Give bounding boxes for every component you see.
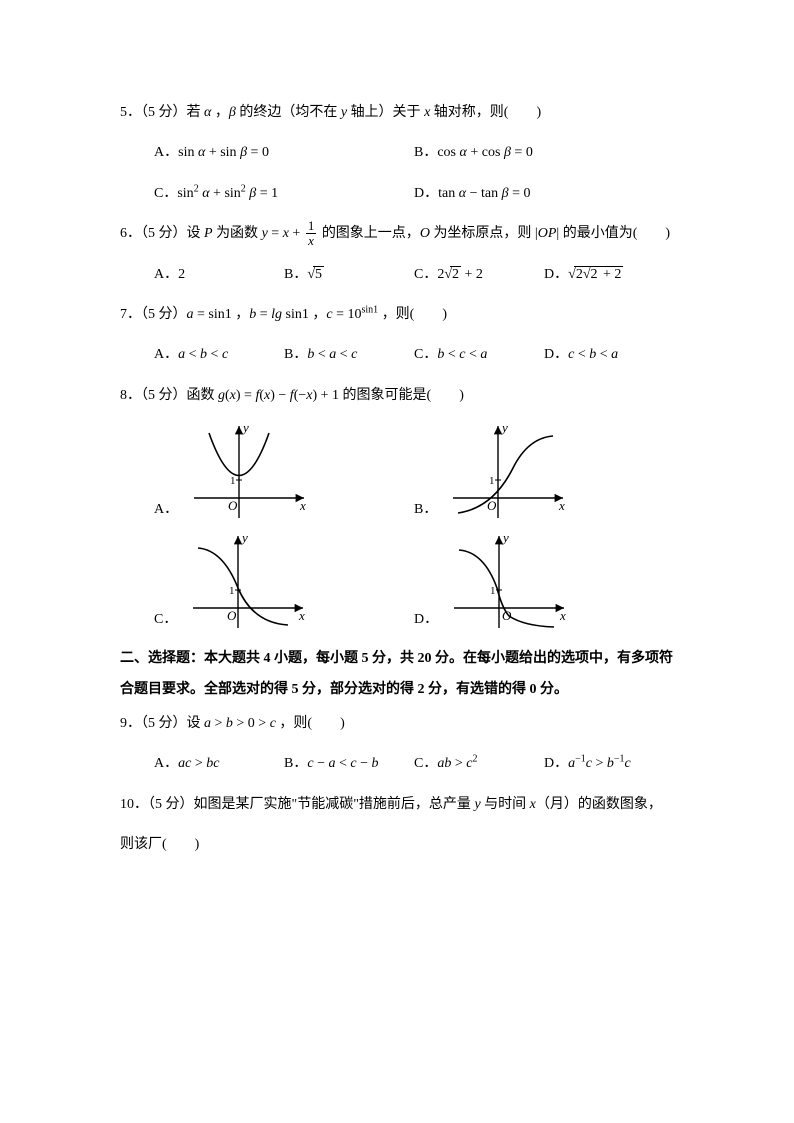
q9-B: B．c − a < c − b bbox=[284, 746, 414, 782]
q8-graph-C: C． y x O 1 bbox=[154, 528, 414, 638]
q8-graph-B: B． y x O 1 bbox=[414, 418, 674, 528]
svg-text:y: y bbox=[241, 420, 249, 435]
q9-options: A．ac > bc B．c − a < c − b C．ab > c2 D．a−… bbox=[154, 746, 674, 782]
q9-C: C．ab > c2 bbox=[414, 746, 544, 782]
q5-B: B．cos α + cos β = 0 bbox=[414, 135, 674, 171]
q7-C: C．b < c < a bbox=[414, 337, 544, 373]
svg-text:y: y bbox=[500, 420, 508, 435]
q6-stem: 6．（5 分）设 P 为函数 y = x + 1x 的图象上一点，O 为坐标原点… bbox=[120, 216, 674, 252]
exam-page: 5．（5 分）若 α ，β 的终边（均不在 y 轴上）关于 x 轴对称，则( )… bbox=[0, 0, 794, 1123]
svg-text:O: O bbox=[502, 608, 512, 623]
q6-C: C．22 + 2 bbox=[414, 257, 544, 293]
svg-text:1: 1 bbox=[489, 475, 495, 487]
q5-options-2: C．sin2 α + sin2 β = 1 D．tan α − tan β = … bbox=[154, 176, 674, 212]
section2-heading: 二、选择题：本大题共 4 小题，每小题 5 分，共 20 分。在每小题给出的选项… bbox=[120, 644, 674, 706]
q7-stem: 7．（5 分）a = sin1 ，b = lg sin1 ，c = 10sin1… bbox=[120, 297, 674, 333]
svg-text:y: y bbox=[240, 530, 248, 545]
q9-A: A．ac > bc bbox=[154, 746, 284, 782]
q9-stem: 9．（5 分）设 a > b > 0 > c ，则( ) bbox=[120, 706, 674, 742]
q7-B: B．b < a < c bbox=[284, 337, 414, 373]
q8-A-label: A． bbox=[154, 492, 178, 528]
q5-stem: 5．（5 分）若 α ，β 的终边（均不在 y 轴上）关于 x 轴对称，则( ) bbox=[120, 95, 674, 131]
q7-A: A．a < b < c bbox=[154, 337, 284, 373]
svg-text:x: x bbox=[558, 498, 565, 513]
svg-text:O: O bbox=[228, 498, 238, 513]
svg-text:x: x bbox=[559, 608, 566, 623]
q10-line2: 则该厂( ) bbox=[120, 827, 674, 863]
q7-D: D．c < b < a bbox=[544, 337, 674, 373]
q9-D: D．a−1c > b−1c bbox=[544, 746, 674, 782]
graph-D-svg: y x O 1 bbox=[444, 528, 574, 638]
q5-C: C．sin2 α + sin2 β = 1 bbox=[154, 176, 414, 212]
q5-D: D．tan α − tan β = 0 bbox=[414, 176, 674, 212]
q8-B-label: B． bbox=[414, 492, 437, 528]
q7-options: A．a < b < c B．b < a < c C．b < c < a D．c … bbox=[154, 337, 674, 373]
svg-text:O: O bbox=[487, 498, 497, 513]
svg-text:O: O bbox=[227, 608, 237, 623]
q10-line1: 10．（5 分）如图是某厂实施"节能减碳"措施前后，总产量 y 与时间 x（月）… bbox=[120, 787, 674, 823]
graph-C-svg: y x O 1 bbox=[183, 528, 313, 638]
q5-options-1: A．sin α + sin β = 0 B．cos α + cos β = 0 bbox=[154, 135, 674, 171]
q8-graph-row1: A． y x O 1 B． y x O bbox=[154, 418, 674, 528]
q5-A: A．sin α + sin β = 0 bbox=[154, 135, 414, 171]
graph-A-svg: y x O 1 bbox=[184, 418, 314, 528]
svg-text:1: 1 bbox=[490, 585, 496, 597]
q8-graph-A: A． y x O 1 bbox=[154, 418, 414, 528]
q6-options: A．2 B．5 C．22 + 2 D．22 + 2 bbox=[154, 257, 674, 293]
q8-graph-D: D． y x O 1 bbox=[414, 528, 674, 638]
svg-text:y: y bbox=[501, 530, 509, 545]
q6-B: B．5 bbox=[284, 257, 414, 293]
q8-graph-row2: C． y x O 1 D． y x O bbox=[154, 528, 674, 638]
q8-D-label: D． bbox=[414, 602, 438, 638]
svg-text:1: 1 bbox=[229, 585, 235, 597]
q6-A: A．2 bbox=[154, 257, 284, 293]
q8-stem: 8．（5 分）函数 g(x) = f(x) − f(−x) + 1 的图象可能是… bbox=[120, 378, 674, 414]
svg-text:x: x bbox=[298, 608, 305, 623]
q6-D: D．22 + 2 bbox=[544, 257, 674, 293]
graph-B-svg: y x O 1 bbox=[443, 418, 573, 528]
q8-C-label: C． bbox=[154, 602, 177, 638]
svg-text:1: 1 bbox=[230, 475, 236, 487]
svg-text:x: x bbox=[299, 498, 306, 513]
